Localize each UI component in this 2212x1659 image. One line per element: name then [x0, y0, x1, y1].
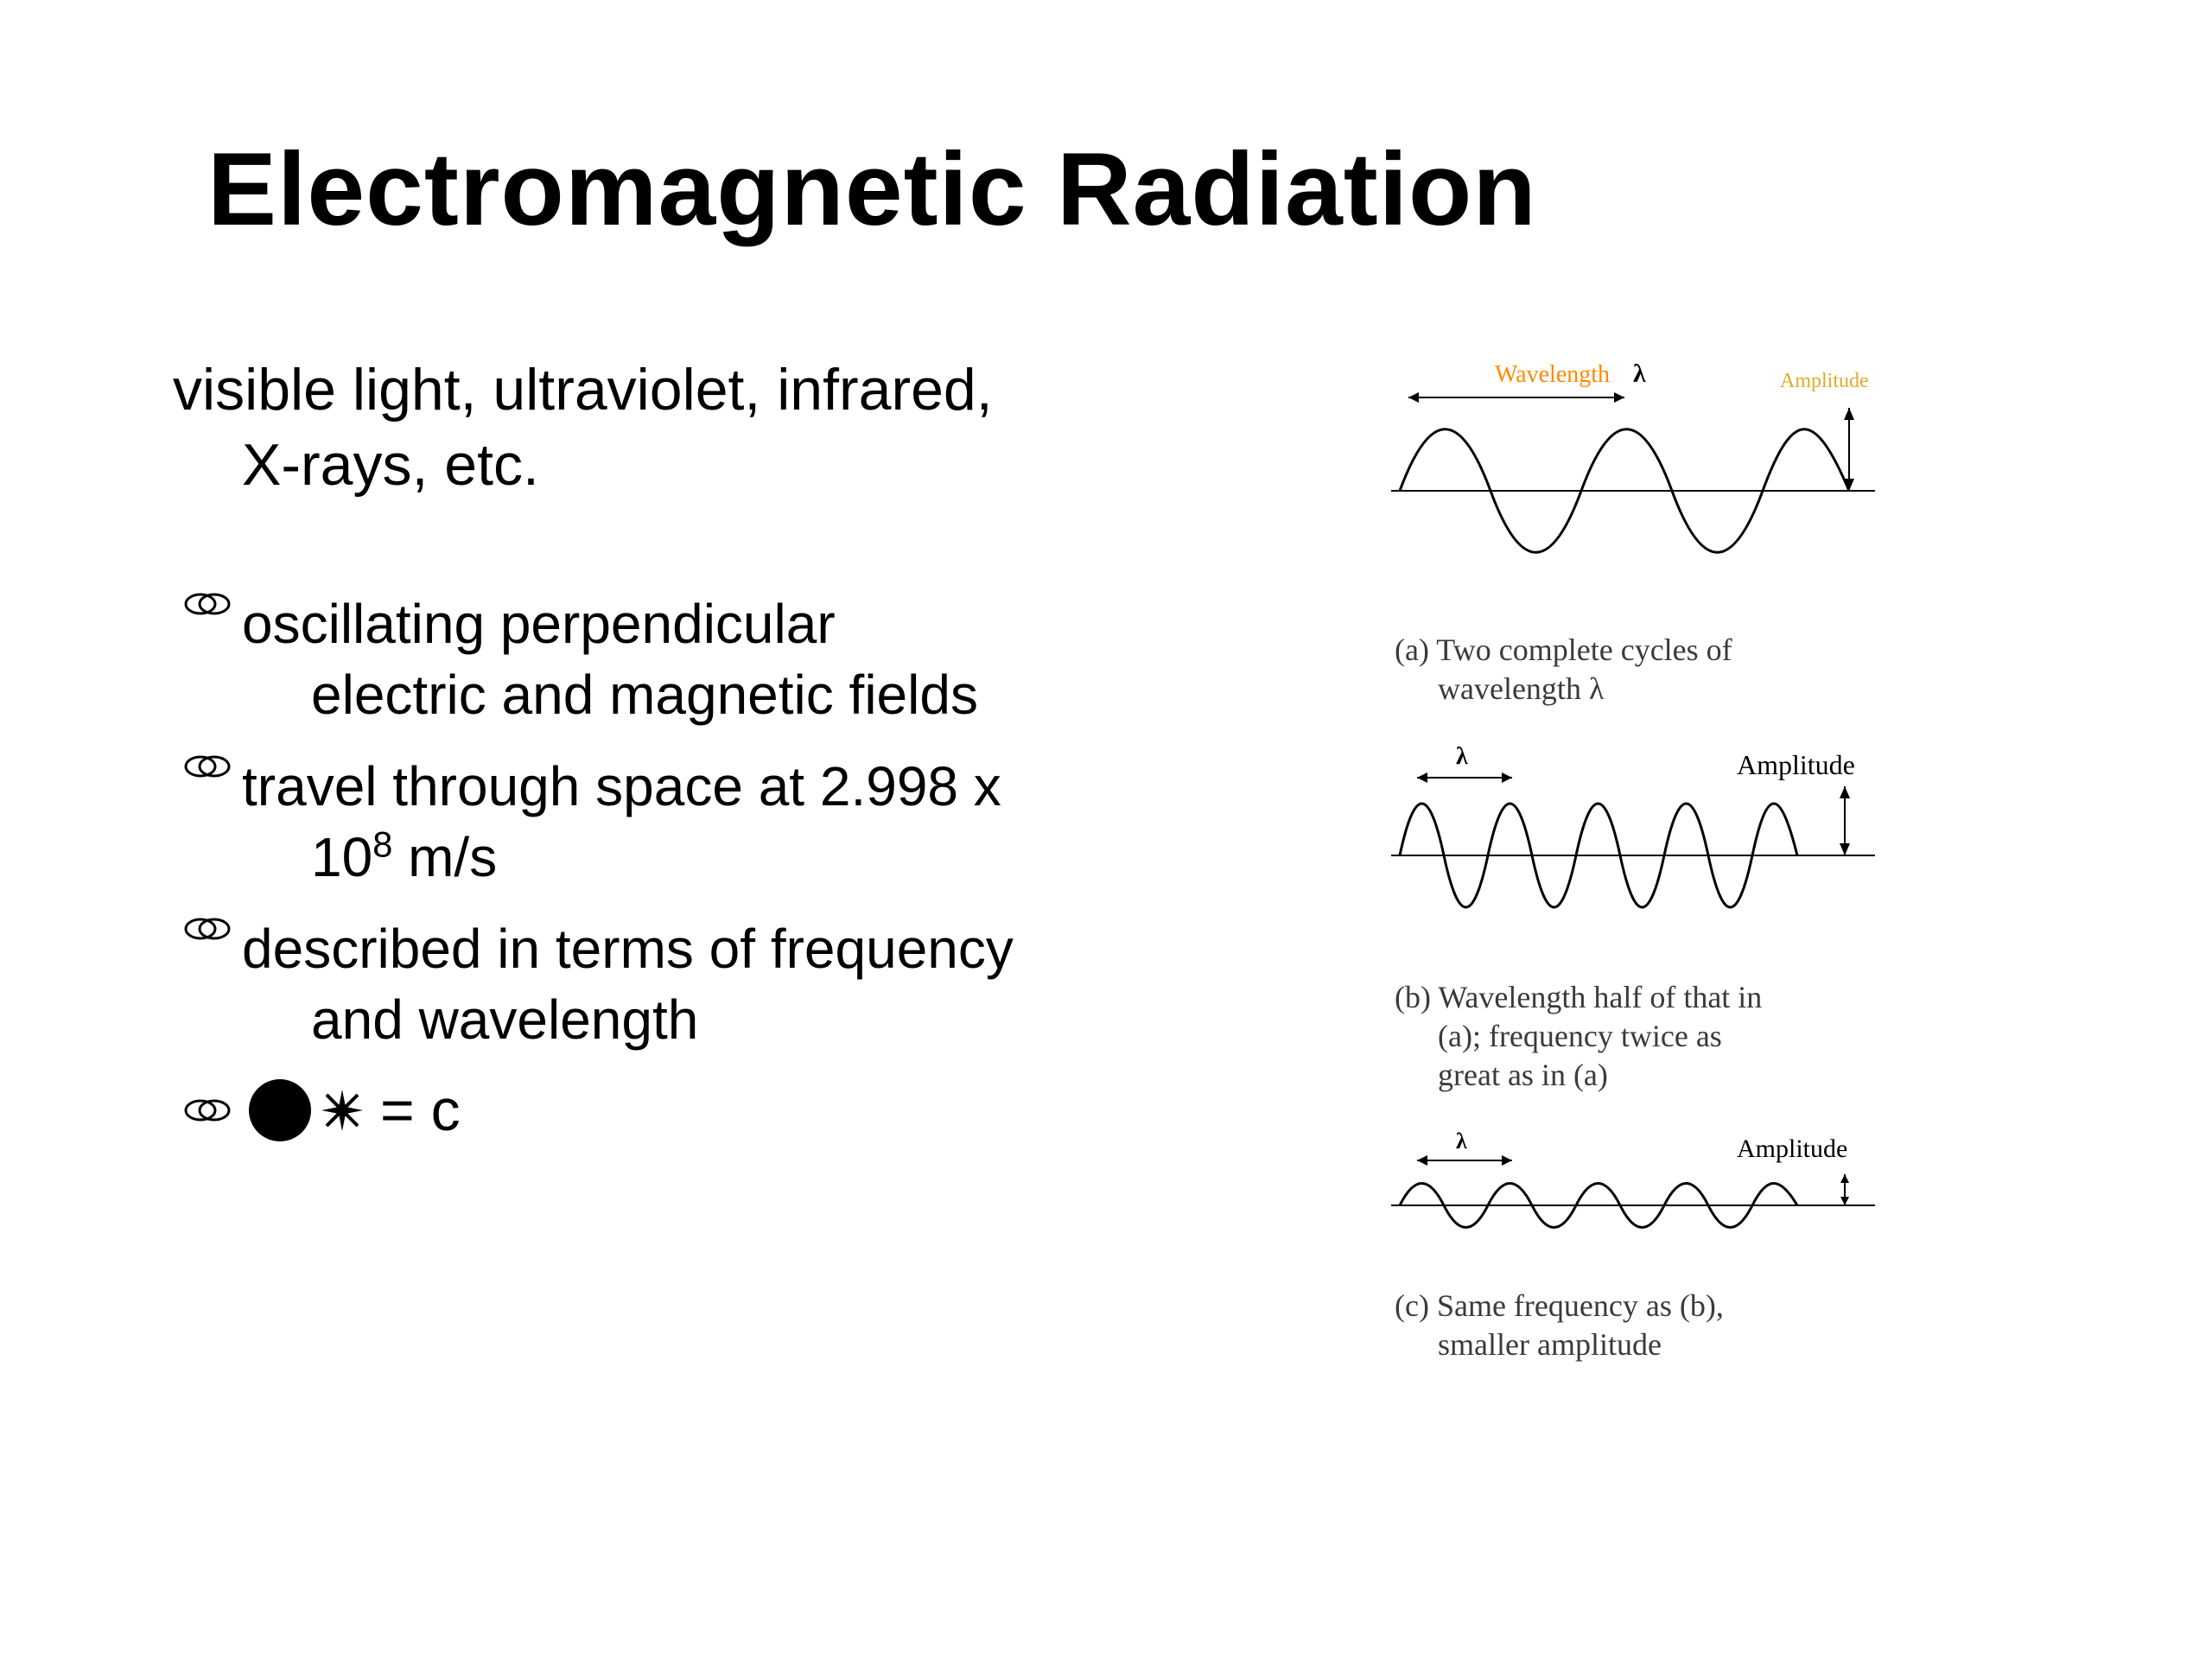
bullet-text: described in terms of frequency and wave… — [242, 914, 1296, 1056]
figure-a: Wavelength λ Amplitude — [1365, 361, 2108, 709]
bullet-units: m/s — [392, 826, 497, 888]
filled-circle-icon — [249, 1079, 311, 1141]
bullet-item: oscillating perpendicular electric and m… — [173, 589, 1296, 731]
wave-diagram-a: Wavelength λ Amplitude — [1365, 361, 1901, 620]
bullet-item: travel through space at 2.998 x 108 m/s — [173, 752, 1296, 893]
figure-b: λ Amplitude (b) Wavelength hal — [1365, 743, 2108, 1095]
wave-diagram-b: λ Amplitude — [1365, 743, 1901, 968]
lambda-label: λ — [1456, 1129, 1467, 1154]
left-column: visible light, ultraviolet, infrared, X-… — [173, 353, 1296, 1555]
page-title: Electromagnetic Radiation — [207, 130, 2108, 249]
bullet-icon — [173, 1096, 242, 1125]
figure-c: λ Amplitude (c) Same frequenc — [1365, 1129, 2108, 1364]
equation-row: = c — [173, 1077, 1296, 1144]
caption-b: (b) Wavelength half of that in (a); freq… — [1365, 978, 1762, 1095]
amplitude-label: Amplitude — [1780, 370, 1869, 392]
caption-line: smaller amplitude — [1395, 1325, 1724, 1364]
wave-diagram-c: λ Amplitude — [1365, 1129, 1901, 1276]
bullet-line-1: oscillating perpendicular — [242, 593, 836, 655]
intro-line-1: visible light, ultraviolet, infrared, — [173, 357, 993, 423]
caption-line: wavelength λ — [1395, 670, 1732, 709]
bullet-list: oscillating perpendicular electric and m… — [173, 589, 1296, 1143]
lambda-label: λ — [1633, 361, 1646, 388]
bullet-line-2: electric and magnetic fields — [242, 660, 1296, 731]
bullet-line-2: and wavelength — [242, 985, 1296, 1056]
bullet-text: oscillating perpendicular electric and m… — [242, 589, 1296, 731]
caption-a: (a) Two complete cycles of wavelength λ — [1365, 631, 1732, 709]
sparkle-icon — [318, 1086, 366, 1135]
amplitude-label: Amplitude — [1737, 1135, 1847, 1163]
bullet-item: described in terms of frequency and wave… — [173, 914, 1296, 1056]
caption-line: great as in (a) — [1395, 1056, 1762, 1095]
intro-line-2: X-rays, etc. — [173, 428, 1296, 503]
wavelength-label: Wavelength — [1495, 361, 1610, 388]
bullet-icon — [173, 914, 242, 944]
bullet-line-1: travel through space at 2.998 x — [242, 755, 1001, 817]
bullet-line-1: described in terms of frequency — [242, 918, 1014, 980]
right-column: Wavelength λ Amplitude — [1365, 353, 2108, 1555]
equation-text: = c — [380, 1077, 461, 1144]
superscript: 8 — [372, 823, 392, 864]
slide: Electromagnetic Radiation visible light,… — [173, 130, 2108, 1555]
bullet-icon — [173, 589, 242, 619]
amplitude-label: Amplitude — [1737, 749, 1855, 780]
lambda-label: λ — [1456, 743, 1468, 770]
caption-line: (a) Two complete cycles of — [1395, 632, 1732, 667]
caption-c: (c) Same frequency as (b), smaller ampli… — [1365, 1287, 1724, 1364]
intro-text: visible light, ultraviolet, infrared, X-… — [173, 353, 1296, 503]
bullet-base: 10 — [311, 826, 372, 888]
content-row: visible light, ultraviolet, infrared, X-… — [173, 353, 2108, 1555]
bullet-line-2: 108 m/s — [242, 823, 1296, 893]
bullet-icon — [173, 752, 242, 781]
bullet-text: travel through space at 2.998 x 108 m/s — [242, 752, 1296, 893]
caption-line: (a); frequency twice as — [1395, 1017, 1762, 1056]
caption-line: (b) Wavelength half of that in — [1395, 980, 1762, 1014]
caption-line: (c) Same frequency as (b), — [1395, 1288, 1724, 1323]
